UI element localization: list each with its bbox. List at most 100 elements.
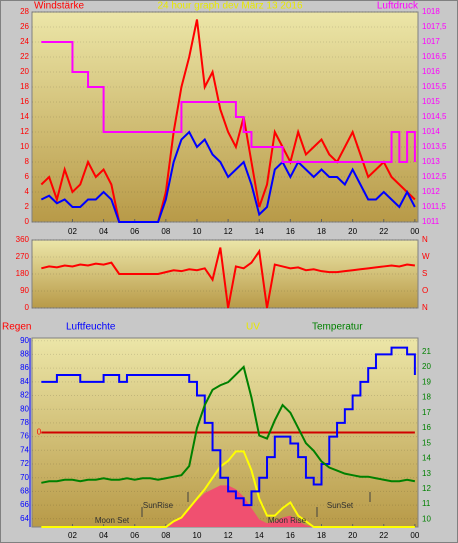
- y-tick-label: 22: [20, 52, 29, 61]
- x-tick-label: 12: [224, 227, 233, 236]
- x-tick-label: 00: [410, 531, 419, 540]
- y-tick-label: 1015,5: [422, 82, 447, 91]
- y-tick-label: 1012,5: [422, 172, 447, 181]
- y-tick-label: 0: [25, 217, 30, 226]
- annotation: Moon Set: [95, 516, 130, 525]
- x-tick-label: 04: [99, 227, 108, 236]
- y-tick-label: 4: [25, 187, 30, 196]
- x-tick-label: 08: [161, 531, 170, 540]
- y-tick-label: W: [422, 252, 430, 261]
- x-tick-label: 02: [68, 227, 77, 236]
- series-line: [40, 130, 416, 223]
- y-tick-label: 13: [422, 469, 431, 478]
- y-tick-label: 68: [20, 487, 29, 496]
- y-tick-label: 64: [20, 514, 29, 523]
- x-tick-label: 16: [286, 531, 295, 540]
- y-tick-label: 1014,5: [422, 112, 447, 121]
- y-tick-label: 74: [20, 445, 29, 454]
- x-tick-label: 18: [317, 531, 326, 540]
- series-line: [41, 450, 415, 528]
- y-tick-label: 12: [422, 484, 431, 493]
- y-tick-label: 90: [20, 286, 29, 295]
- y-tick-label: 1011: [422, 217, 440, 226]
- legend-label: Temperatur: [312, 322, 363, 333]
- chart-title: 24 hour graph dev März 13 2016: [157, 1, 303, 12]
- y-tick-label: 11: [422, 499, 431, 508]
- y-tick-label: 70: [20, 473, 29, 482]
- y-tick-label: 78: [20, 418, 29, 427]
- x-tick-label: 06: [130, 227, 139, 236]
- y-tick-label: 80: [20, 404, 29, 413]
- x-tick-label: 18: [317, 227, 326, 236]
- annotation: SunSet: [327, 501, 354, 510]
- x-tick-label: 10: [193, 531, 202, 540]
- y-tick-label: 12: [20, 127, 29, 136]
- plot-area: [31, 239, 419, 309]
- x-tick-label: 14: [255, 227, 264, 236]
- y-tick-label: 360: [16, 235, 30, 244]
- y-tick-label: 90: [20, 336, 29, 345]
- y-tick-label: 1013,5: [422, 142, 447, 151]
- y-tick-label: 0: [25, 303, 30, 312]
- x-tick-label: 14: [255, 531, 264, 540]
- y-tick-label: 72: [20, 459, 29, 468]
- x-tick-label: 00: [410, 227, 419, 236]
- y-tick-label: 18: [422, 393, 431, 402]
- y-tick-label: 16: [422, 423, 431, 432]
- y-tick-label: 2: [25, 202, 30, 211]
- y-tick-label: 10: [422, 514, 431, 523]
- x-tick-label: 10: [193, 227, 202, 236]
- y-tick-label: 20: [20, 67, 29, 76]
- series-line: [41, 346, 416, 507]
- x-tick-label: 20: [348, 531, 357, 540]
- y-tick-label: S: [422, 269, 427, 278]
- y-tick-label: 8: [25, 157, 30, 166]
- x-tick-label: 22: [379, 227, 388, 236]
- y-tick-label: 6: [25, 172, 30, 181]
- y-tick-label: 28: [20, 7, 29, 16]
- y-tick-label: 21: [422, 347, 431, 356]
- y-tick-label: 88: [20, 350, 29, 359]
- y-tick-label: N: [422, 235, 428, 244]
- y-tick-label: 1011,5: [422, 202, 446, 211]
- series-line: [41, 365, 416, 484]
- x-tick-label: 20: [348, 227, 357, 236]
- y-tick-label: 24: [20, 37, 29, 46]
- plot-area: [31, 11, 419, 223]
- y-tick-label: 76: [20, 432, 29, 441]
- legend-label: UV: [246, 322, 260, 333]
- y-tick-label: 66: [20, 500, 29, 509]
- y-tick-label: 1017,5: [422, 22, 447, 31]
- x-tick-label: 16: [286, 227, 295, 236]
- y-tick-label: 1013: [422, 157, 440, 166]
- series-line: [40, 19, 416, 223]
- annotation: SunRise: [143, 501, 174, 510]
- y-tick-label: 17: [422, 408, 431, 417]
- y-tick-label: 82: [20, 391, 29, 400]
- y-tick-label: 26: [20, 22, 29, 31]
- x-tick-label: 02: [68, 531, 77, 540]
- series-line: [41, 41, 416, 163]
- y-tick-label: 15: [422, 438, 431, 447]
- y-tick-label: 1017: [422, 37, 440, 46]
- y-tick-label: N: [422, 303, 428, 312]
- legend-label: Regen: [2, 322, 31, 333]
- y-tick-label: 1016: [422, 67, 440, 76]
- y-tick-label: 1018: [422, 7, 440, 16]
- area: [41, 485, 415, 527]
- y-tick-label: 1012: [422, 187, 440, 196]
- y-tick-label: 19: [422, 377, 431, 386]
- y-tick-label: 1014: [422, 127, 440, 136]
- annotation: Moon Rise: [268, 516, 307, 525]
- y-tick-label: 14: [20, 112, 29, 121]
- y-tick-label: 180: [16, 269, 30, 278]
- y-tick-label: 0: [37, 428, 42, 437]
- y-tick-label: 1016,5: [422, 52, 447, 61]
- x-tick-label: 04: [99, 531, 108, 540]
- x-tick-label: 12: [224, 531, 233, 540]
- y-tick-label: 86: [20, 363, 29, 372]
- y-tick-label: 18: [20, 82, 29, 91]
- y-tick-label: 16: [20, 97, 29, 106]
- legend-label: Luftfeuchte: [66, 322, 116, 333]
- y-tick-label: 84: [20, 377, 29, 386]
